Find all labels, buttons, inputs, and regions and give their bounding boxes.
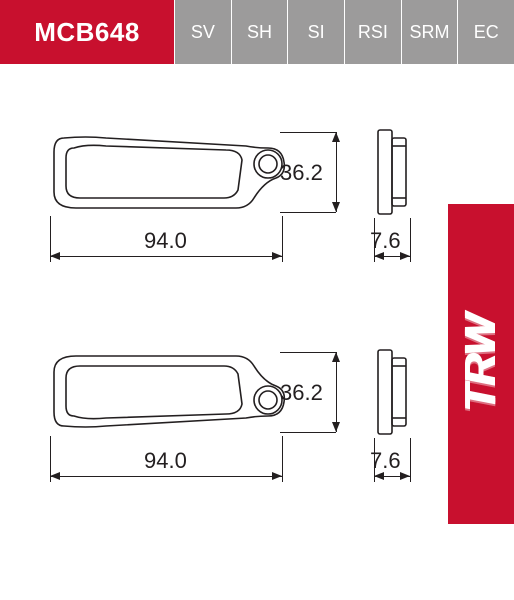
technical-diagram: 36.294.07.6 36.294.07.6TRW	[0, 64, 514, 600]
variant-code: SH	[231, 0, 288, 64]
brake-pad-face-icon	[46, 344, 286, 440]
dimension-label: 36.2	[280, 380, 323, 406]
header-bar: MCB648 SVSHSIRSISRMEC	[0, 0, 514, 64]
variant-code: EC	[457, 0, 514, 64]
variant-code: SI	[287, 0, 344, 64]
variant-code: SRM	[401, 0, 458, 64]
dimension-label: 94.0	[144, 448, 187, 474]
brand-logo-text: TRW	[456, 316, 506, 412]
brand-badge: TRW	[448, 204, 514, 524]
brake-pad-view: 36.294.07.6	[0, 64, 514, 314]
part-number: MCB648	[0, 0, 174, 64]
variant-code: SV	[174, 0, 231, 64]
brake-pad-side-icon	[372, 344, 412, 440]
variant-code: RSI	[344, 0, 401, 64]
variant-codes-row: SVSHSIRSISRMEC	[174, 0, 514, 64]
